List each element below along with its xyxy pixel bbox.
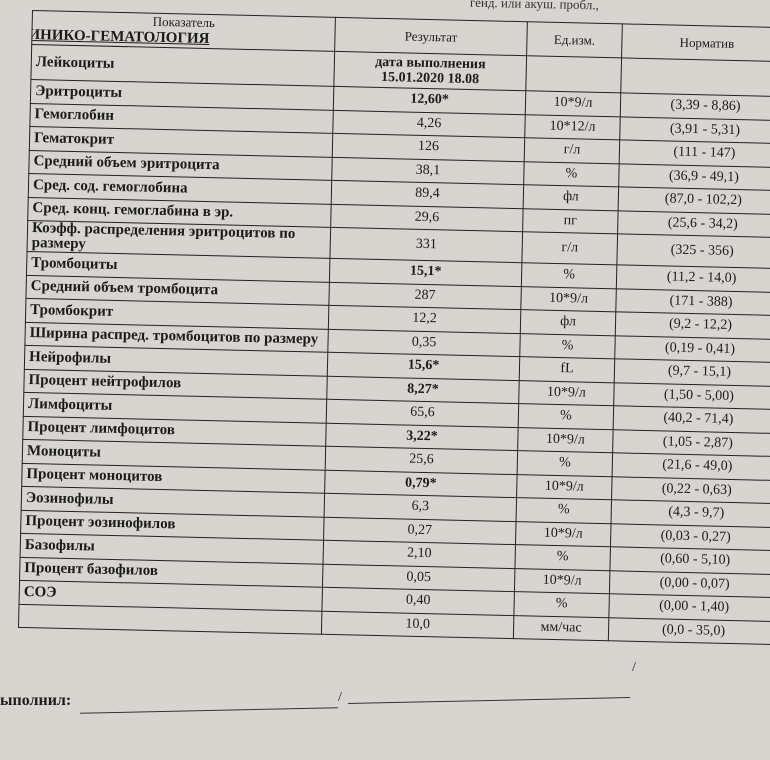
signature-line xyxy=(80,707,338,714)
row-unit: 10*9/л xyxy=(516,474,613,500)
row-norm: (325 - 356) xyxy=(616,233,770,269)
row-unit: % xyxy=(521,262,617,289)
signature-area: ыполнил: / / xyxy=(0,660,770,720)
date-value: 15.01.2020 18.08 xyxy=(380,69,480,88)
row-unit: % xyxy=(517,450,613,477)
row-unit: 10*12/л xyxy=(524,114,621,140)
date-cell: дата выполнения 15.01.2020 18.08 xyxy=(333,51,527,91)
row-unit: фл xyxy=(520,309,616,336)
row-norm: (0,0 - 35,0) xyxy=(608,617,770,645)
row-unit xyxy=(525,55,622,93)
row-unit: % xyxy=(518,403,614,430)
row-unit: фл xyxy=(523,184,619,211)
name-line xyxy=(348,697,630,704)
signed-by-label: ыполнил: xyxy=(0,692,72,709)
row-unit: % xyxy=(519,333,616,359)
row-unit: fL xyxy=(519,356,615,383)
row-result: 331 xyxy=(329,227,523,263)
row-norm xyxy=(620,57,770,97)
row-unit: 10*9/л xyxy=(517,427,614,453)
row-unit: % xyxy=(523,161,620,187)
header-norm: Норматив xyxy=(621,23,770,62)
row-unit: г/л xyxy=(521,231,618,265)
row-unit: % xyxy=(514,544,611,571)
row-unit: 10*9/л xyxy=(520,286,617,312)
results-sheet: Показатель КЛИНИКО-ГЕМАТОЛОГИЯ Результат … xyxy=(18,10,770,645)
row-unit: 10*9/л xyxy=(514,568,610,594)
row-unit: % xyxy=(516,497,612,524)
slash: / xyxy=(338,690,342,705)
row-unit: % xyxy=(513,591,610,618)
slash: / xyxy=(632,660,636,675)
row-unit: 10*9/л xyxy=(518,380,615,406)
row-unit: 10*9/л xyxy=(525,90,621,117)
top-note: генд. или акуш. пробл., xyxy=(469,0,599,13)
row-unit: пг xyxy=(522,208,619,234)
row-unit: 10*9/л xyxy=(515,521,612,547)
row-result: 10,0 xyxy=(321,610,514,639)
results-table: Показатель КЛИНИКО-ГЕМАТОЛОГИЯ Результат … xyxy=(18,10,770,645)
header-result: Результат xyxy=(334,17,528,56)
header-unit: Ед.изм. xyxy=(526,21,623,58)
row-unit: мм/час xyxy=(513,615,609,641)
row-unit: г/л xyxy=(524,137,620,164)
